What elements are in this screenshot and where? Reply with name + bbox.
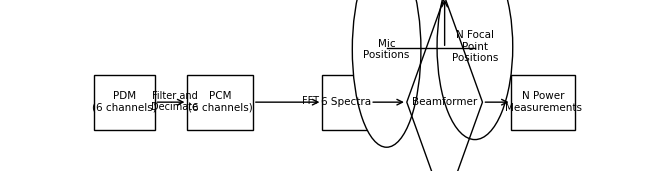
Ellipse shape [437, 0, 513, 140]
Text: Filter and
Decimate: Filter and Decimate [151, 91, 199, 112]
Text: PCM
(6 channels): PCM (6 channels) [187, 91, 253, 113]
Text: N Power
Measurements: N Power Measurements [505, 91, 581, 113]
Text: N Focal
Point
Positions: N Focal Point Positions [452, 30, 498, 63]
Text: 6 Spectra: 6 Spectra [321, 97, 371, 107]
Text: PDM
(6 channels): PDM (6 channels) [92, 91, 157, 113]
FancyBboxPatch shape [322, 75, 370, 130]
Text: Beamformer: Beamformer [412, 97, 477, 107]
Ellipse shape [352, 0, 421, 147]
FancyBboxPatch shape [94, 75, 154, 130]
FancyBboxPatch shape [512, 75, 575, 130]
FancyBboxPatch shape [187, 75, 253, 130]
Text: FFT: FFT [303, 96, 320, 107]
Text: Mic
Positions: Mic Positions [363, 39, 409, 60]
